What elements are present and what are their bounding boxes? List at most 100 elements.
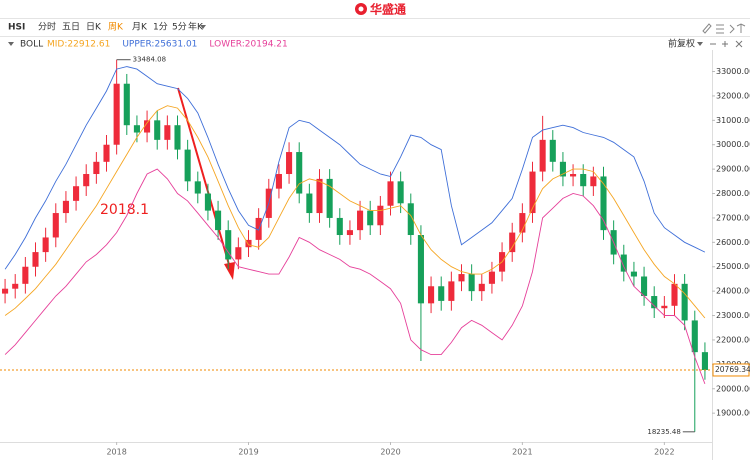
candle-body [357, 210, 364, 231]
y-tick-label: 29000.00 [716, 165, 750, 174]
candle-body [93, 161, 100, 175]
candle-body [661, 305, 668, 309]
toolbar-item[interactable]: 五日 [62, 22, 80, 33]
candle-body [701, 352, 708, 370]
low-label: 18235.48 [647, 428, 680, 436]
candle-body [154, 120, 161, 140]
candle-body [559, 161, 566, 177]
legend-entry: MID:22912.61 [47, 40, 110, 50]
toolbar-item[interactable]: 分时 [38, 21, 56, 33]
candle-body [620, 254, 627, 272]
candle-body [681, 283, 688, 321]
candle-body [62, 200, 69, 214]
candle-body [73, 186, 80, 201]
candle-body [326, 178, 333, 218]
x-tick-label: 2020 [380, 448, 400, 457]
y-tick-label: 22000.00 [716, 335, 750, 344]
candle-body [428, 286, 435, 304]
candle-body [52, 213, 59, 238]
candle-body [407, 203, 414, 236]
y-tick-label: 31000.00 [716, 116, 750, 125]
candle-body [83, 174, 90, 187]
toolbar-item[interactable]: 月K [132, 22, 148, 33]
high-label: 33484.08 [133, 56, 166, 64]
toolbar-item[interactable]: 年K [188, 21, 204, 33]
dropdown-icon[interactable] [697, 42, 703, 46]
candle-body [22, 266, 29, 284]
candle-body [306, 193, 313, 214]
candle-body [549, 139, 556, 162]
candle-body [235, 247, 242, 260]
candle-body [346, 230, 353, 236]
y-tick-label: 28000.00 [716, 189, 750, 198]
adjust-select[interactable]: 前复权 [668, 38, 695, 50]
last-price-box [712, 363, 750, 377]
candle-body [336, 217, 343, 236]
candle-body [377, 205, 384, 226]
candle-body [448, 281, 455, 301]
legend-entry: UPPER:25631.01 [122, 40, 197, 50]
candle-body [12, 283, 19, 289]
candle-body [133, 125, 140, 133]
collapse-icon[interactable] [8, 42, 14, 46]
toolbar-item[interactable]: 周K [108, 22, 124, 33]
y-tick-label: 30000.00 [716, 140, 750, 149]
candle-body [580, 174, 587, 187]
x-tick-label: 2022 [654, 448, 674, 457]
toolbar-item[interactable]: 1分 [153, 22, 168, 33]
indicator-name: BOLL [20, 40, 43, 50]
toolbar-item[interactable]: 日K [86, 22, 102, 33]
y-tick-label: 19000.00 [716, 409, 750, 418]
legend-entry: LOWER:20194.21 [209, 40, 287, 50]
candle-body [417, 235, 424, 304]
y-tick-label: 24000.00 [716, 287, 750, 296]
candle-body [458, 274, 465, 282]
candle-body [103, 144, 110, 162]
y-tick-label: 26000.00 [716, 238, 750, 247]
app-title: 华盛通 [370, 2, 406, 17]
candle-body [286, 152, 293, 175]
annotation-text: 2018.1 [100, 202, 149, 218]
candle-body [32, 252, 39, 267]
candle-body [204, 193, 211, 211]
candle-body [519, 213, 526, 233]
candle-body [245, 239, 252, 248]
annotation-arrow [177, 87, 235, 280]
candle-body [651, 296, 658, 309]
candle-body [671, 283, 678, 306]
candle-body [630, 271, 637, 277]
candle-body [397, 181, 404, 204]
last-price-label: 20769.34 [715, 365, 750, 374]
candle-body [600, 176, 607, 231]
toolbar-item[interactable]: HSI [8, 23, 25, 33]
candle-body [529, 171, 536, 214]
candle-body [691, 320, 698, 353]
band-line [4, 105, 706, 319]
logo [355, 3, 367, 15]
candle-body [590, 176, 597, 187]
band-line [4, 168, 706, 385]
x-tick-label: 2021 [512, 448, 532, 457]
panel-icons[interactable] [710, 40, 743, 48]
candle-body [296, 152, 303, 194]
candle-body [488, 271, 495, 284]
y-tick-label: 25000.00 [716, 262, 750, 271]
candle-body [2, 288, 9, 294]
y-tick-label: 27000.00 [716, 213, 750, 222]
candle-body [387, 181, 394, 206]
candle-body [509, 232, 516, 253]
dropdown-icon[interactable] [200, 25, 206, 29]
candle-body [42, 237, 49, 253]
tool-icons[interactable] [702, 23, 746, 34]
candle-body [641, 276, 648, 297]
y-tick-label: 23000.00 [716, 311, 750, 320]
candle-body [468, 274, 475, 292]
band-line [4, 66, 706, 270]
candle-body [275, 174, 282, 189]
toolbar-item[interactable]: 5分 [172, 22, 187, 33]
candle-body [570, 174, 577, 177]
x-tick-label: 2018 [106, 448, 126, 457]
y-tick-label: 32000.00 [716, 91, 750, 100]
candle-body [225, 230, 232, 260]
